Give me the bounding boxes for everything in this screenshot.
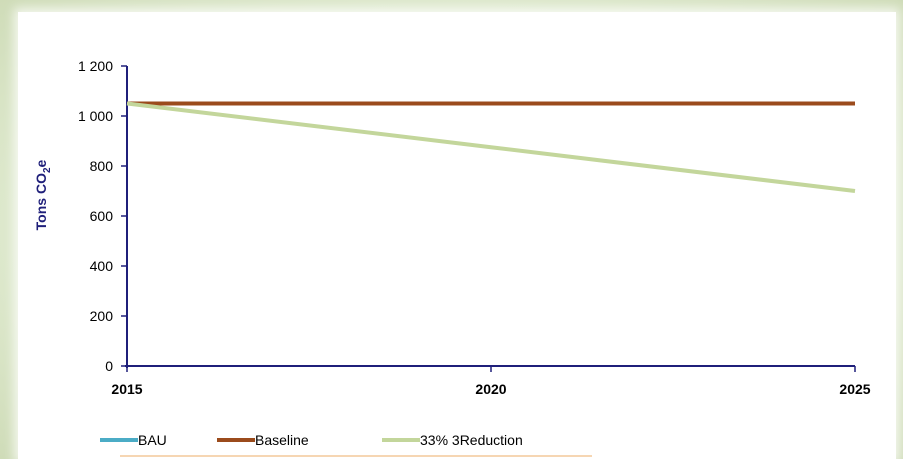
y-axis-label: Tons CO2e [33,159,53,230]
y-tick-label: 600 [90,208,114,224]
y-tick-label: 1 200 [78,58,113,74]
series-lines [126,101,856,193]
axes: 0 200 400 600 800 1 000 1 200 2015 2020 2025 [78,58,871,397]
x-tick-label: 2020 [475,381,506,397]
x-tick-label: 2025 [839,381,870,397]
y-tick-label: 800 [90,158,114,174]
series-line-33-3reduction [126,101,856,193]
legend-label: 33% 3Reduction [420,432,523,448]
legend-label: BAU [138,432,167,448]
legend: BAU Baseline 33% 3Reduction [100,432,592,457]
x-tick-label: 2015 [111,381,142,397]
y-tick-label: 1 000 [78,108,113,124]
y-tick-label: 200 [90,308,114,324]
y-tick-label: 400 [90,258,114,274]
chart-panel [18,12,896,459]
y-tick-label: 0 [105,358,113,374]
legend-label: Baseline [255,432,309,448]
